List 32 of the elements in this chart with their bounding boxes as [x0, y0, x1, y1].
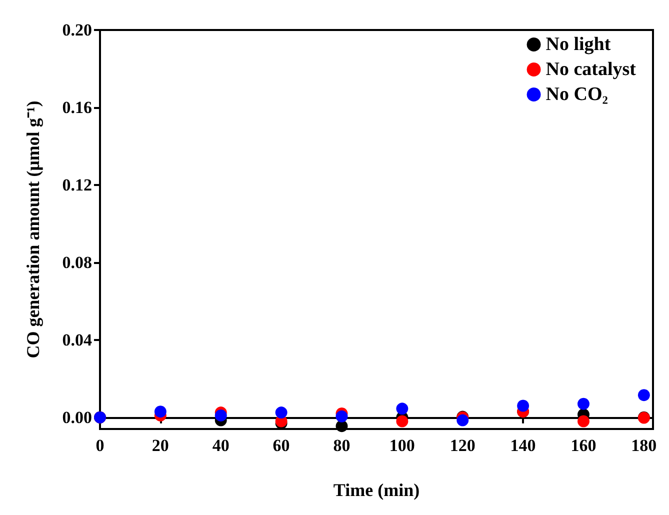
point [456, 414, 469, 426]
x-tick-label: 180 [631, 436, 657, 455]
x-tick-label: 0 [96, 436, 104, 455]
x-axis-title: Time (min) [333, 480, 420, 500]
point [214, 409, 227, 422]
y-tick-label: 0.04 [62, 330, 92, 350]
x-tick-label: 80 [333, 436, 350, 455]
x-tick-label: 40 [212, 436, 230, 455]
y-tick-label: 0.16 [62, 98, 92, 117]
point [396, 415, 408, 428]
x-tick-label: 160 [570, 436, 596, 455]
x-tick-label: 60 [272, 436, 290, 455]
y-tick-label: 0.20 [62, 20, 92, 40]
point [275, 406, 288, 419]
point [396, 402, 408, 415]
legend-label: No CO₂ [546, 84, 608, 105]
x-tick-label: 20 [152, 436, 169, 455]
point [517, 400, 530, 412]
point [154, 406, 166, 418]
legend-label: No light [546, 34, 612, 55]
point [638, 389, 650, 402]
legend-label: No catalyst [546, 59, 637, 80]
x-tick-label: 140 [510, 436, 536, 455]
y-tick-label: 0.12 [62, 175, 92, 194]
y-tick-label: 0.08 [62, 252, 92, 272]
point [578, 415, 590, 428]
point [336, 410, 348, 422]
y-axis-title: CO generation amount (μmol g⁻¹) [23, 100, 43, 358]
point [578, 398, 590, 410]
y-tick-label: 0.00 [62, 408, 92, 427]
x-tick-label: 120 [450, 436, 476, 455]
x-tick-label: 100 [389, 436, 415, 455]
